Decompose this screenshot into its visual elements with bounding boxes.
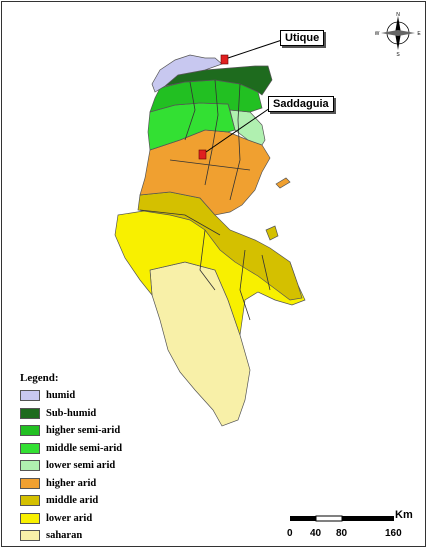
governorate-boundaries — [139, 79, 271, 321]
scale-tick-0: 0 — [287, 528, 293, 539]
utique-leader — [227, 39, 283, 59]
legend-swatch — [20, 477, 40, 489]
legend-label: Sub-humid — [46, 407, 97, 419]
zone-humid — [151, 54, 223, 93]
scale-tick-160: 160 — [385, 528, 402, 539]
djerba-island — [265, 225, 279, 241]
legend: Legend: humid Sub-humid higher semi-arid m… — [20, 372, 220, 545]
utique-label: Utique — [280, 30, 325, 46]
legend-label: higher semi-arid — [46, 425, 121, 437]
zone-middle-arid — [137, 191, 303, 301]
legend-label: middle arid — [46, 495, 99, 507]
legend-label: higher arid — [46, 477, 97, 489]
zone-lower-semi-arid — [229, 109, 266, 146]
legend-item: higher semi-arid — [20, 422, 220, 440]
saddaguia-label: Saddaguia — [268, 96, 334, 112]
legend-item: Sub-humid — [20, 405, 220, 423]
zone-sub-humid — [164, 65, 273, 96]
legend-swatch — [20, 407, 40, 419]
legend-item: humid — [20, 387, 220, 405]
svg-text:S: S — [396, 52, 400, 56]
legend-label: humid — [46, 390, 76, 402]
legend-swatch — [20, 530, 40, 542]
legend-swatch — [20, 425, 40, 437]
legend-item: lower semi arid — [20, 457, 220, 475]
legend-swatch — [20, 442, 40, 454]
legend-label: lower semi arid — [46, 460, 116, 472]
kerkennah-island — [275, 177, 291, 189]
scale-seg-2 — [315, 515, 343, 522]
legend-swatch — [20, 460, 40, 472]
saddaguia-leader — [205, 107, 271, 153]
legend-item: higher arid — [20, 475, 220, 493]
compass-rose-icon: N S E W — [375, 12, 421, 56]
svg-text:N: N — [396, 12, 400, 18]
legend-swatch — [20, 390, 40, 402]
scale-seg-3 — [342, 516, 394, 521]
legend-item: middle semi-arid — [20, 440, 220, 458]
utique-marker — [220, 54, 229, 65]
legend-swatch — [20, 495, 40, 507]
legend-label: lower arid — [46, 512, 93, 524]
legend-item: middle arid — [20, 492, 220, 510]
svg-text:W: W — [375, 31, 380, 37]
scale-bar — [290, 515, 394, 522]
legend-label: middle semi-arid — [46, 442, 123, 454]
svg-text:E: E — [417, 31, 421, 37]
legend-title: Legend: — [20, 372, 59, 384]
legend-item: lower arid — [20, 510, 220, 528]
saddaguia-marker — [198, 149, 207, 160]
scale-tick-80: 80 — [336, 528, 348, 539]
legend-label: saharan — [46, 530, 83, 542]
scale-seg-1 — [290, 516, 316, 521]
legend-item: saharan — [20, 527, 220, 545]
scale-tick-40: 40 — [310, 528, 322, 539]
scale-unit: Km — [395, 509, 413, 521]
legend-swatch — [20, 512, 40, 524]
